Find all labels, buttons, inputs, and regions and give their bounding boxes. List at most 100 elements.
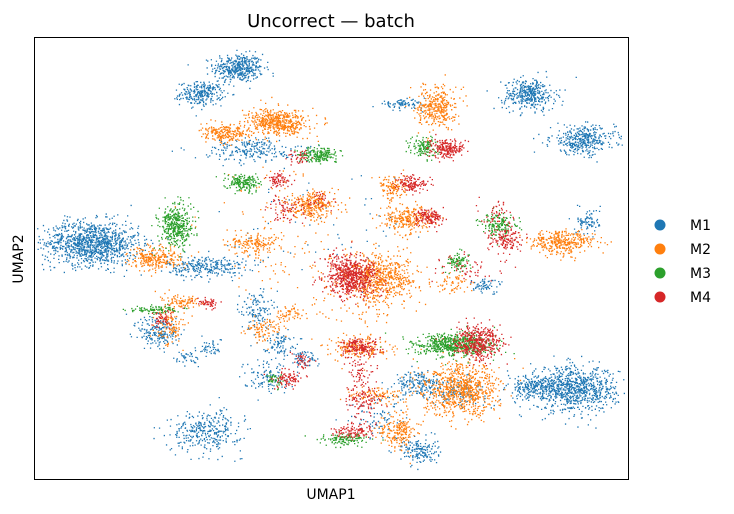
cluster-M1-9 [381,365,448,400]
scatter-points-M2 [198,119,255,146]
series-M3 [122,135,523,449]
cluster-M2-6 [125,237,193,277]
cluster-M1-19 [171,144,320,170]
cluster-M1-15 [236,288,278,347]
legend-item-M4: M4 [654,290,711,306]
cluster-M4-16 [285,149,314,166]
scatter-points-M1 [372,97,429,113]
scatter-points-M3 [475,207,523,246]
cluster-M3-0 [151,196,200,258]
scatter-points-M2 [271,303,308,327]
cluster-M3-4 [405,135,440,162]
scatter-points-M2 [327,246,430,312]
scatter-points-M4 [343,342,379,398]
scatter-points-M4 [264,194,317,224]
cluster-M2-5 [401,340,524,430]
scatter-points-M1 [37,204,169,277]
cluster-M1-21 [335,394,408,440]
cluster-M1-2 [37,204,169,277]
scatter-points-M4 [435,317,512,367]
cluster-M2-18 [428,272,474,295]
scatter-points-M4 [431,251,517,283]
cluster-M4-13 [289,351,317,370]
plot-frame [34,37,629,480]
scatter-points-M1 [335,394,408,440]
cluster-M1-5 [533,121,623,163]
cluster-M2-20 [174,134,353,327]
scatter-points-M1 [256,328,303,360]
cluster-M2-22 [355,270,400,324]
cluster-M2-0 [233,96,328,143]
scatter-points-M4 [289,351,317,370]
scatter-points-M1 [239,352,299,401]
scatter-points-M3 [122,303,188,315]
scatter-points-M4 [389,173,434,196]
scatter-points-M1 [153,397,251,462]
scatter-points-M2 [355,270,400,324]
scatter-points-M4 [424,133,470,163]
scatter-points-M2 [275,187,348,219]
cluster-M3-9 [266,372,284,391]
scatter-points-M4 [307,191,336,212]
scatter-points-M3 [304,431,384,449]
scatter-points-M1 [470,278,503,295]
cluster-M3-2 [215,173,262,195]
cluster-M2-17 [159,294,204,309]
cluster-M1-20 [470,278,503,295]
scatter-points-M3 [151,196,200,258]
legend-marker-M3 [654,267,666,279]
scatter-points-M1 [125,312,185,353]
scatter-points-M3 [379,325,515,366]
cluster-M1-17 [239,352,299,401]
cluster-M2-14 [240,315,287,350]
scatter-points-M1 [388,432,442,471]
legend-item-M1: M1 [654,218,711,234]
cluster-M1-1 [174,80,235,117]
cluster-M1-4 [486,70,577,117]
y-axis-label: UMAP2 [11,234,27,283]
scatter-points-M2 [371,169,415,209]
scatter-points-M1 [236,288,278,347]
scatter-points-M1 [218,137,281,153]
cluster-M3-6 [441,248,472,275]
cluster-M1-6 [372,97,429,113]
cluster-M3-8 [122,303,188,315]
cluster-M4-17 [431,251,517,283]
series-M2 [125,74,612,465]
cluster-M4-9 [330,418,377,441]
series-M4 [151,133,528,441]
cluster-M1-12 [388,432,442,471]
cluster-M2-16 [149,289,193,351]
scatter-points-M2 [149,289,193,351]
cluster-M2-8 [275,187,348,219]
scatter-points-M2 [311,333,398,371]
scatter-points-M2 [291,198,332,223]
scatter-points-M2 [159,294,204,309]
scatter-points-M2 [428,272,474,295]
cluster-M3-7 [304,431,384,449]
scatter-points-M1 [568,204,601,238]
scatter-points-M1 [493,355,625,429]
legend: M1 M2 M3 M4 [654,218,711,306]
scatter-points-M1 [503,374,577,401]
scatter-points-M2 [222,230,296,257]
scatter-points-M1 [201,335,222,357]
cluster-M4-3 [389,173,434,196]
scatter-points-M1 [486,70,577,117]
legend-marker-M4 [654,291,666,303]
scatter-points-M1 [533,121,623,163]
cluster-M4-11 [343,342,379,398]
cluster-M1-0 [187,49,274,99]
cluster-M3-5 [475,207,523,246]
legend-label-M2: M2 [690,242,711,258]
legend-marker-M2 [654,243,666,255]
cluster-M1-14 [125,312,185,353]
x-axis-label: UMAP1 [306,487,355,503]
cluster-M4-19 [307,191,336,212]
cluster-M1-23 [173,347,202,368]
scatter-points-M2 [233,96,328,143]
cluster-M2-1 [198,119,255,146]
scatter-points-M4 [337,336,385,359]
cluster-M4-6 [265,170,296,189]
